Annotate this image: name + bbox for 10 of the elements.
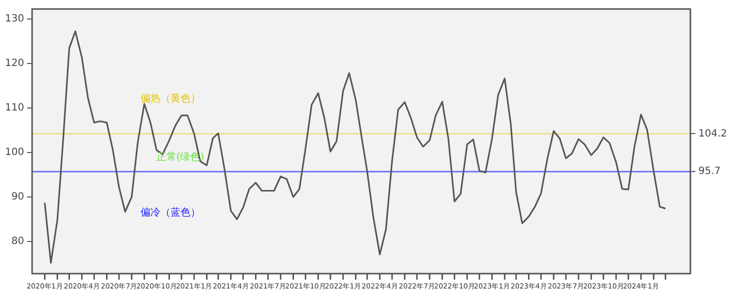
y-tick-label: 100 (4, 147, 24, 158)
y-tick-label: 130 (4, 13, 24, 24)
y-tick-label: 80 (11, 236, 24, 248)
y2-tick-label: 104.2 (698, 128, 728, 140)
annotation: 偏冷（蓝色） (140, 206, 200, 218)
annotation: 偏热（黄色） (140, 92, 200, 105)
y-tick-label: 120 (4, 58, 24, 69)
y-tick-label: 90 (11, 192, 24, 203)
y2-tick-label: 95.7 (698, 166, 721, 178)
y-tick-label: 110 (4, 102, 24, 114)
